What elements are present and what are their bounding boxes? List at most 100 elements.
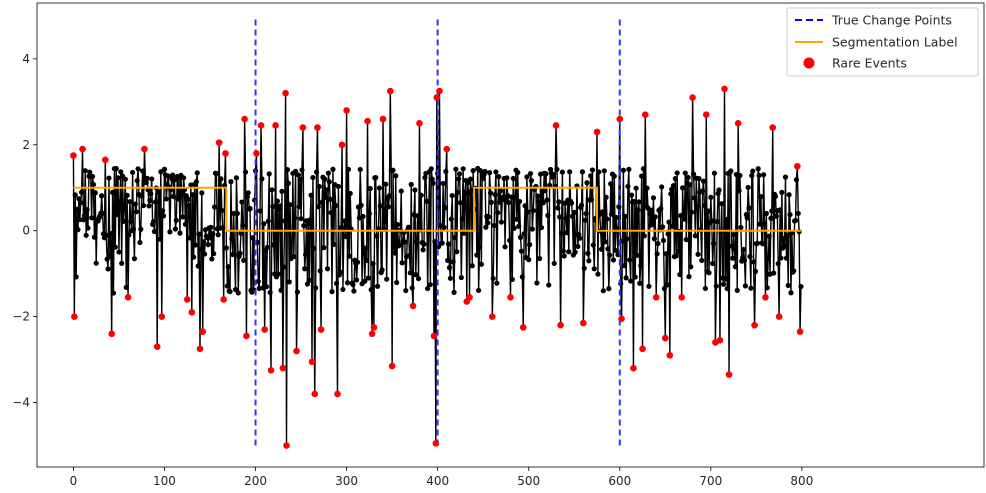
signal-point	[639, 173, 645, 179]
signal-point	[393, 173, 399, 179]
signal-point	[445, 257, 451, 263]
signal-point	[661, 286, 667, 292]
signal-point	[123, 284, 129, 291]
signal-point	[509, 276, 515, 283]
rare-event-point	[409, 302, 417, 310]
signal-point	[398, 188, 404, 194]
signal-point	[124, 192, 130, 198]
signal-point	[196, 231, 202, 237]
x-axis: 0 100 200 300 400 500 600 700 800	[70, 467, 813, 488]
signal-point	[516, 223, 522, 229]
signal-point	[365, 275, 372, 281]
signal-point	[377, 203, 383, 209]
signal-point	[621, 263, 627, 269]
signal-point	[720, 281, 727, 287]
signal-point	[180, 214, 186, 220]
signal-point	[779, 189, 785, 196]
signal-point	[583, 210, 589, 217]
signal-point	[490, 275, 496, 282]
signal-point	[315, 204, 321, 210]
signal-point	[791, 268, 797, 274]
signal-point	[293, 168, 299, 174]
signal-point	[99, 193, 105, 199]
signal-point	[538, 224, 545, 231]
signal-point	[640, 166, 647, 172]
signal-point	[527, 170, 534, 177]
signal-point	[116, 249, 122, 255]
signal-point	[298, 216, 304, 222]
rare-event-point	[79, 145, 86, 153]
rare-event-point	[283, 442, 290, 449]
signal-point	[140, 168, 146, 174]
signal-point	[421, 241, 427, 247]
signal-point	[675, 248, 681, 255]
signal-point	[734, 287, 740, 293]
signal-point	[651, 236, 657, 242]
signal-point	[611, 173, 617, 179]
signal-point	[105, 266, 111, 272]
rare-event-point	[652, 294, 660, 301]
signal-point	[736, 188, 742, 194]
signal-point	[714, 218, 720, 225]
signal-point	[317, 268, 323, 274]
signal-point	[688, 264, 694, 270]
signal-point	[448, 216, 454, 222]
signal-point	[672, 175, 678, 182]
signal-point	[543, 171, 549, 177]
signal-point	[322, 176, 328, 182]
rare-event-point	[308, 358, 316, 366]
signal-point	[795, 210, 801, 216]
signal-point	[713, 283, 719, 289]
signal-point	[319, 199, 325, 206]
signal-point	[79, 189, 85, 195]
rare-event-point	[616, 115, 624, 123]
signal-point	[376, 185, 382, 191]
signal-point	[77, 216, 83, 223]
signal-point	[561, 253, 567, 259]
signal-point	[114, 211, 120, 218]
signal-point	[126, 232, 132, 238]
signal-point	[603, 194, 609, 200]
signal-point	[384, 276, 390, 282]
signal-point	[274, 198, 280, 204]
signal-point	[109, 189, 116, 195]
rare-event-point	[141, 145, 148, 153]
signal-point	[547, 182, 553, 188]
signal-point	[394, 279, 400, 286]
signal-point	[627, 257, 633, 263]
signal-point	[755, 166, 761, 172]
signal-point	[237, 250, 243, 256]
signal-point	[459, 216, 465, 222]
signal-point	[608, 211, 615, 217]
rare-event-point	[334, 390, 341, 398]
signal-point	[90, 181, 97, 188]
signal-point	[668, 191, 674, 197]
signal-point	[326, 179, 332, 185]
signal-point	[340, 286, 346, 293]
segmentation-line	[73, 186, 801, 232]
signal-point	[170, 172, 176, 178]
signal-point	[160, 213, 167, 219]
x-tick-label: 0	[70, 474, 78, 488]
rare-event-point	[338, 141, 346, 149]
signal-point	[579, 169, 586, 175]
signal-point	[522, 203, 528, 209]
signal-point	[181, 175, 187, 181]
signal-point	[777, 207, 783, 213]
signal-point	[199, 190, 205, 196]
signal-point	[710, 240, 717, 246]
signal-point	[140, 202, 147, 209]
signal-point	[225, 264, 231, 270]
rare-event-point	[101, 156, 109, 164]
signal-point	[279, 188, 285, 194]
rare-event-point	[364, 117, 371, 125]
signal-point	[157, 236, 163, 242]
rare-event-point	[317, 326, 325, 333]
signal-point	[324, 266, 331, 272]
rare-event-point	[71, 313, 78, 320]
signal-point	[208, 224, 214, 230]
signal-point	[291, 253, 297, 260]
rare-event-point	[253, 150, 260, 157]
signal-point	[333, 202, 339, 209]
signal-point	[724, 286, 730, 292]
